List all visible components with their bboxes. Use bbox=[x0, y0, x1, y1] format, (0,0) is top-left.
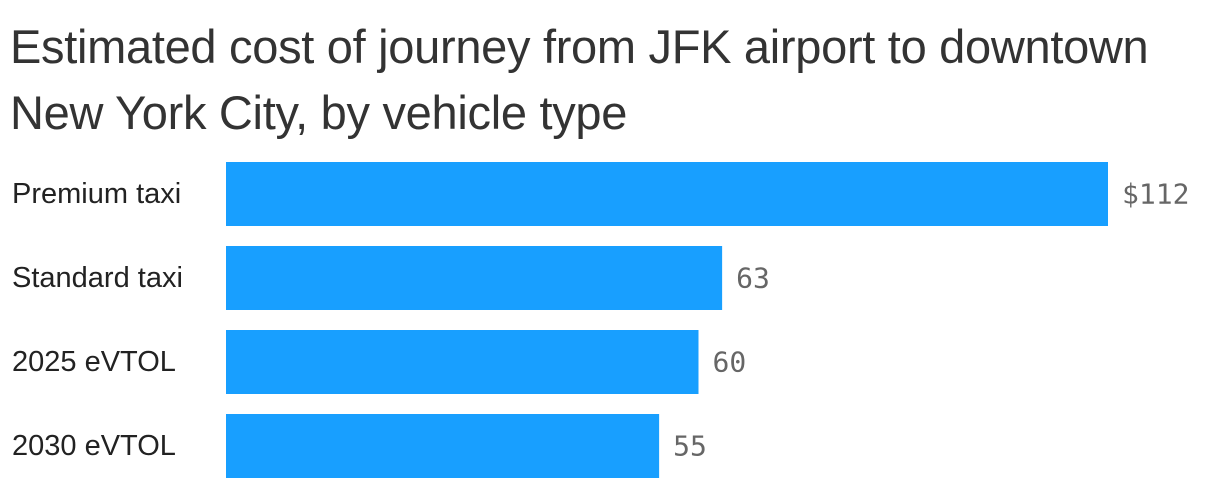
category-label: 2030 eVTOL bbox=[12, 430, 176, 462]
bar bbox=[226, 414, 660, 478]
bar bbox=[226, 246, 723, 310]
category-label: Premium taxi bbox=[12, 178, 181, 210]
bars-group: Premium taxi $112 Standard taxi 63 2025 eVTO… bbox=[12, 162, 1189, 478]
value-label: $112 bbox=[1122, 178, 1189, 211]
value-label: 63 bbox=[736, 262, 770, 295]
value-label: 60 bbox=[713, 346, 747, 379]
chart-title: Estimated cost of journey from JFK airpo… bbox=[10, 20, 1149, 139]
bar bbox=[226, 330, 699, 394]
bar bbox=[226, 162, 1108, 226]
category-label: Standard taxi bbox=[12, 262, 183, 294]
value-label: 55 bbox=[673, 430, 707, 463]
category-label: 2025 eVTOL bbox=[12, 346, 176, 378]
